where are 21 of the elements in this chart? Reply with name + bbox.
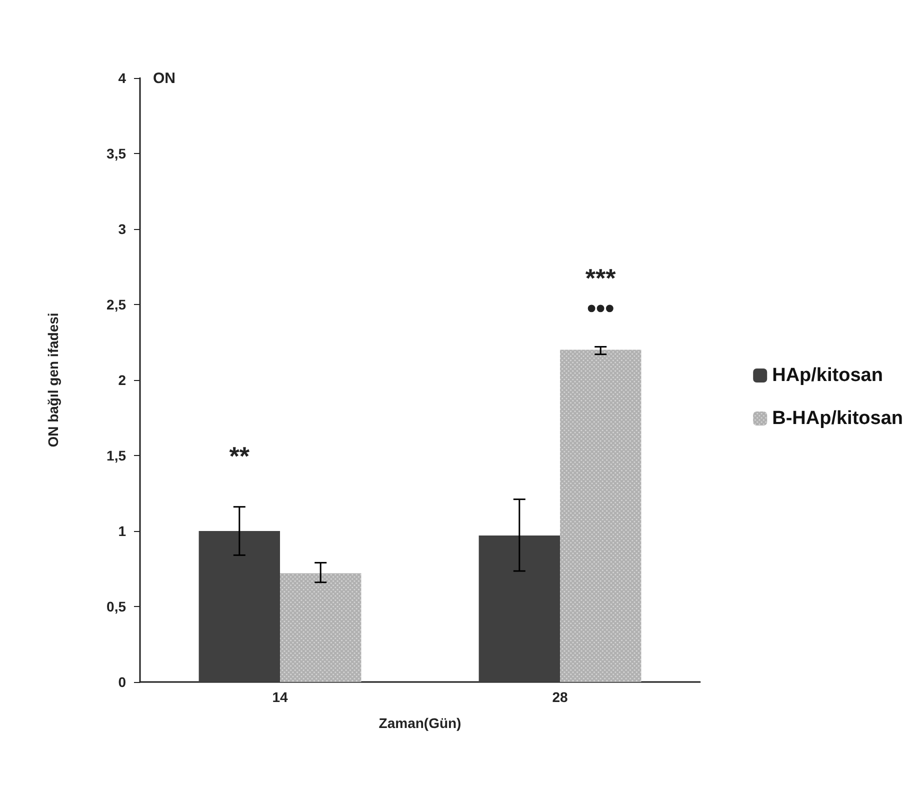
annotation: •••: [586, 292, 614, 323]
y-tick-label: 3,5: [106, 146, 126, 162]
y-tick-label: 4: [118, 70, 126, 86]
y-axis-title: ON bağıl gen ifadesi: [45, 312, 61, 448]
y-tick-label: 0: [118, 674, 126, 690]
y-tick-label: 1: [118, 523, 126, 539]
legend-label: HAp/kitosan: [772, 365, 883, 386]
chart-title: ON: [153, 70, 176, 87]
bar: [198, 531, 280, 682]
bar: [478, 536, 560, 682]
y-tick-label: 3: [118, 221, 126, 237]
x-axis-title: Zaman(Gün): [378, 715, 462, 731]
y-tick-label: 2: [118, 372, 126, 388]
y-tick-label: 2,5: [106, 296, 126, 312]
y-tick-label: 1,5: [106, 448, 126, 464]
legend-label: B-HAp/kitosan: [772, 408, 904, 429]
annotation: **: [229, 441, 250, 471]
x-tick-label: 14: [272, 689, 288, 705]
annotation: ***: [585, 262, 617, 293]
x-tick-label: 28: [552, 689, 568, 705]
y-tick-label: 0,5: [106, 598, 126, 614]
